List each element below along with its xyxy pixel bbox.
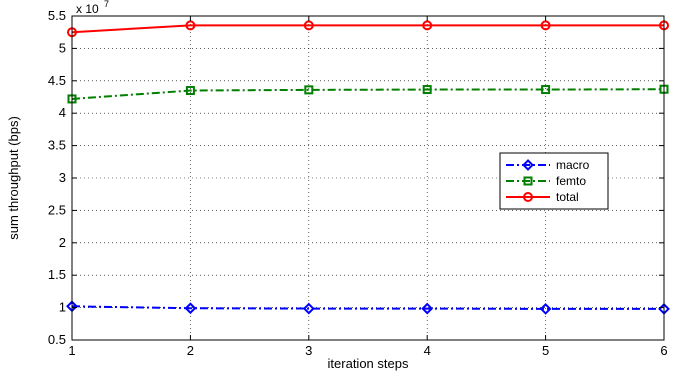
y-tick-label: 0.5 [48,332,66,347]
data-point-femto [304,85,314,95]
axis-ticks: 1 2 3 4 5 60.511.522.533.544.555.5 [48,8,668,358]
y-exponent-prefix: x 10 [76,2,99,16]
series-line-total [71,24,664,34]
x-tick-label: 6 [660,343,667,358]
y-tick-label: 5 [59,40,66,55]
legend-marker-femto [523,176,533,186]
data-point-femto [422,85,432,95]
legend-marker-total [523,192,533,202]
grid-lines [72,16,664,340]
legend-item-total: total [506,190,579,204]
y-tick-label: 2 [59,235,66,250]
data-point-femto [541,85,551,95]
legend-label-total: total [556,190,579,204]
legend-box [499,152,609,210]
series-lines [66,20,670,315]
x-tick-label: 3 [305,343,312,358]
data-point-total [422,20,433,31]
x-axis-label: iteration steps [328,356,409,371]
y-axis-label: sum throughput (bps) [6,116,21,240]
x-tick-label: 4 [424,343,431,358]
legend: macro femto total [499,152,609,210]
series-line-femto [71,88,665,100]
legend-label-macro: macro [556,158,590,172]
legend-item-femto: femto [506,174,586,188]
legend-marker-macro [522,159,534,171]
y-tick-label: 1.5 [48,267,66,282]
legend-label-femto: femto [556,174,586,188]
x-tick-label: 5 [542,343,549,358]
y-exponent-power: 7 [104,0,109,9]
legend-item-macro: macro [506,158,590,172]
x-tick-label: 2 [187,343,194,358]
data-point-total [540,20,551,31]
y-tick-label: 3.5 [48,138,66,153]
data-point-femto [185,86,195,96]
y-tick-label: 2.5 [48,202,66,217]
y-tick-label: 4.5 [48,73,66,88]
data-point-macro [539,302,552,315]
data-point-macro [421,302,434,315]
series-total [67,20,669,38]
y-tick-label: 5.5 [48,8,66,23]
data-point-macro [184,302,197,315]
data-point-total [185,20,196,31]
data-point-total [303,20,314,31]
series-line-macro [71,305,664,310]
series-femto [67,84,669,104]
y-tick-label: 1 [59,300,66,315]
y-tick-label: 3 [59,170,66,185]
data-point-macro [302,302,315,315]
x-tick-label: 1 [68,343,75,358]
y-tick-label: 4 [59,105,66,120]
